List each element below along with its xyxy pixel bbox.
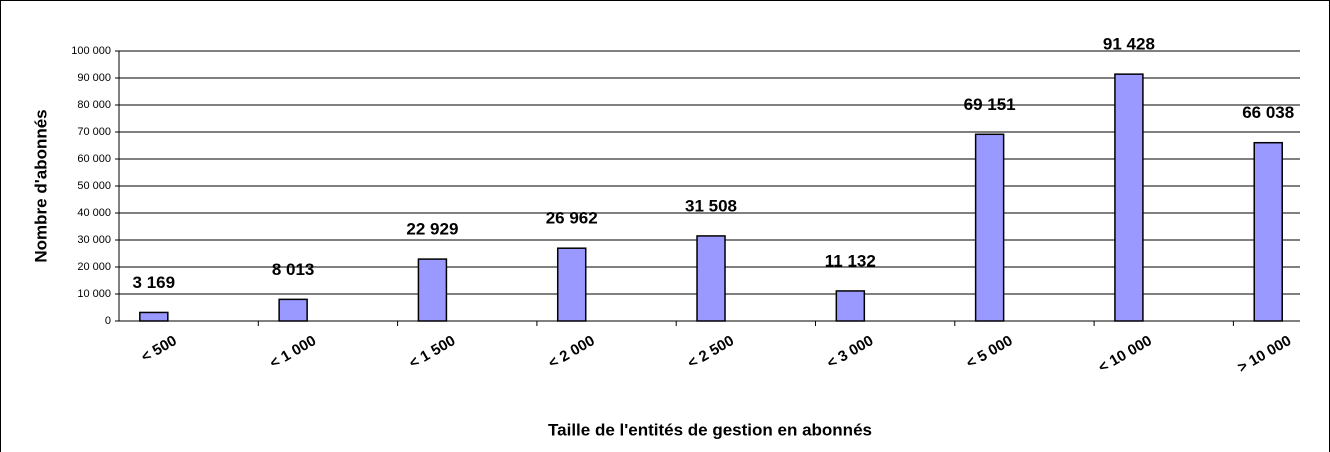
- y-tick-label: 40 000: [77, 207, 111, 219]
- value-label: 69 151: [964, 95, 1016, 114]
- bar: [278, 298, 308, 322]
- value-label: 3 169: [133, 273, 176, 292]
- value-label: 66 038: [1242, 103, 1294, 122]
- value-label: 8 013: [272, 260, 315, 279]
- y-tick-label: 80 000: [77, 99, 111, 111]
- y-tick-label: 60 000: [77, 153, 111, 165]
- bar: [835, 290, 866, 322]
- bar: [417, 258, 448, 322]
- y-tick-label: 70 000: [77, 126, 111, 138]
- y-axis-title: Nombre d'abonnés: [31, 109, 50, 262]
- value-label: 11 132: [825, 251, 876, 270]
- y-tick-label: 10 000: [77, 288, 111, 300]
- y-tick-label: 100 000: [71, 45, 111, 57]
- y-tick-label: 0: [105, 315, 111, 327]
- bar: [556, 247, 587, 322]
- bar: [1253, 141, 1283, 322]
- bar: [974, 133, 1005, 322]
- value-label: 26 962: [546, 209, 598, 228]
- y-tick-label: 90 000: [77, 72, 111, 84]
- x-axis-title: Taille de l'entités de gestion en abonné…: [548, 420, 872, 439]
- y-tick-label: 30 000: [77, 234, 111, 246]
- value-label: 91 428: [1103, 35, 1155, 54]
- bar: [1114, 73, 1144, 322]
- y-tick-label: 50 000: [77, 180, 111, 192]
- bar: [139, 311, 169, 322]
- value-label: 31 508: [685, 196, 737, 215]
- y-tick-label: 20 000: [77, 261, 111, 273]
- value-label: 22 929: [406, 220, 458, 239]
- bar: [696, 235, 726, 322]
